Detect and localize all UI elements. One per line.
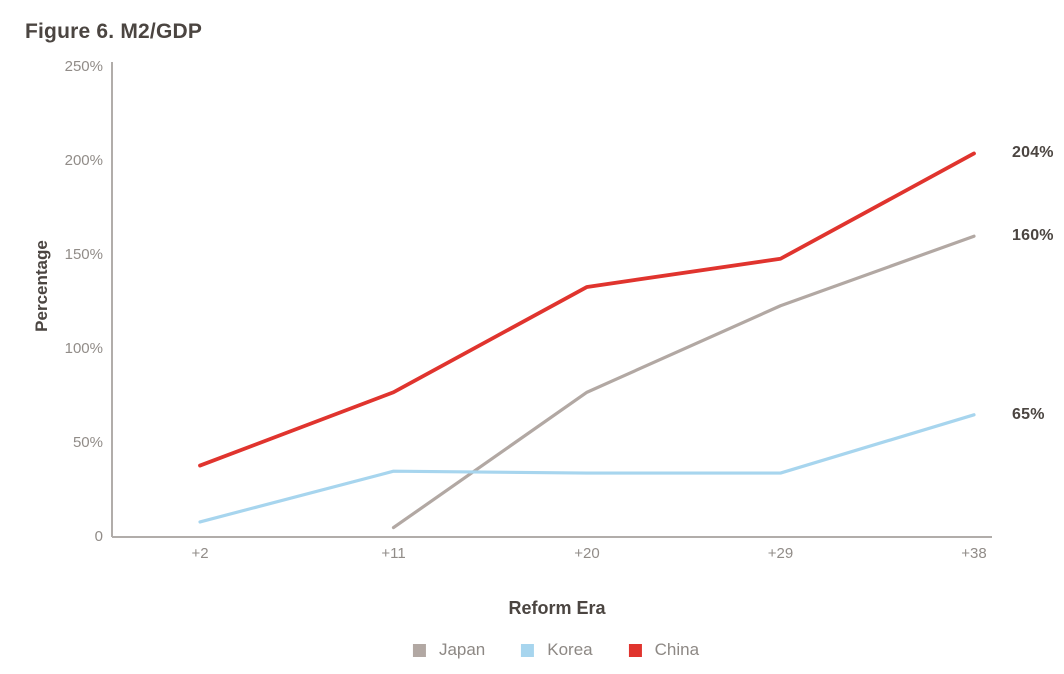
end-label-china: 204% [1012, 144, 1054, 162]
figure-title: Figure 6. M2/GDP [25, 20, 203, 43]
legend-item-japan: Japan [412, 640, 486, 660]
y-tick-label: 0 [94, 528, 103, 545]
y-tick-label: 200% [64, 152, 103, 169]
series-lines [198, 151, 976, 530]
x-tick-label: +20 [574, 545, 600, 562]
y-tick-label: 50% [72, 434, 103, 451]
x-tick-label: +38 [961, 545, 987, 562]
x-tick-label: +11 [381, 545, 406, 562]
legend-item-china: China [628, 640, 700, 660]
legend-swatch-japan [412, 643, 426, 657]
legend-swatch-china [628, 643, 642, 657]
y-tick-label: 250% [64, 58, 103, 75]
axes [111, 62, 992, 538]
x-axis-title: Reform Era [508, 598, 606, 618]
legend-label: China [654, 640, 700, 659]
y-tick-label: 150% [64, 246, 103, 263]
line-japan [391, 234, 976, 530]
y-tick-label: 100% [64, 340, 103, 357]
end-label-korea: 65% [1012, 405, 1045, 423]
x-tick-label: +29 [767, 545, 794, 562]
legend: Japan Korea China [412, 640, 700, 660]
legend-label: Korea [547, 640, 593, 659]
x-tick-label: +2 [191, 545, 209, 562]
line-korea [198, 413, 976, 524]
legend-item-korea: Korea [521, 640, 593, 660]
end-label-japan: 160% [1012, 227, 1054, 245]
legend-label: Japan [438, 640, 486, 659]
legend-swatch-korea [521, 643, 535, 657]
line-china [198, 151, 976, 468]
